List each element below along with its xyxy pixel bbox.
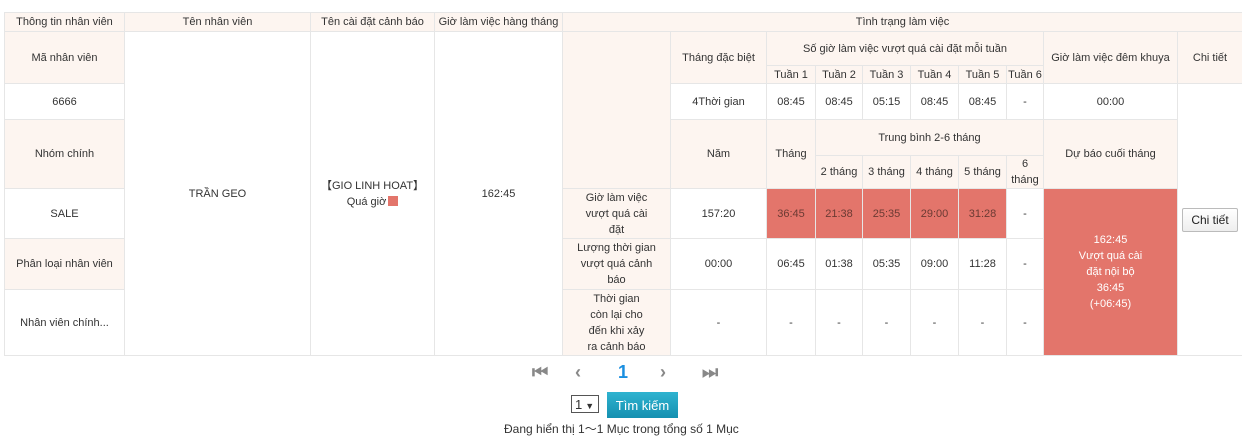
avg-value: - (1006, 188, 1044, 239)
alert-type: Quá giờ (346, 195, 387, 208)
page-select[interactable]: 1 ▼ (571, 395, 599, 413)
week-value: 08:45 (766, 83, 816, 120)
header-week: Tuần 6 (1006, 65, 1044, 84)
forecast-cell: 162:45 Vượt quá cài đặt nội bộ 36:45 (+0… (1043, 188, 1178, 356)
header-year: Năm (670, 119, 767, 189)
current-page[interactable]: 1 (618, 362, 629, 382)
header-info: Thông tin nhân viên (4, 12, 125, 32)
alert-setting: 【GIO LINH HOAT】 Quá giờ (310, 31, 435, 356)
label-employee-id: Mã nhân viên (4, 31, 125, 84)
avg-value: 25:35 (862, 188, 911, 239)
page-select-value: 1 (575, 397, 583, 412)
employee-name: TRẦN GEO (124, 31, 311, 356)
detail-button[interactable]: Chi tiết (1182, 207, 1238, 232)
employee-group: SALE (4, 188, 125, 239)
chevron-down-icon: ▼ (585, 401, 595, 411)
header-week: Tuần 4 (910, 65, 959, 84)
avg-value: - (1006, 238, 1044, 290)
week-value: 08:45 (910, 83, 959, 120)
header-week: Tuần 1 (766, 65, 816, 84)
header-months: 2 tháng (815, 155, 863, 189)
month-value: - (766, 289, 816, 356)
header-months: 5 tháng (958, 155, 1007, 189)
avg-value: 01:38 (815, 238, 863, 290)
last-page-icon[interactable]: ⏭ (702, 362, 719, 382)
forecast-line: đặt nội bộ (1086, 266, 1135, 278)
header-months: 3 tháng (862, 155, 911, 189)
prev-page-icon[interactable]: ‹ (575, 362, 581, 382)
forecast-line: 162:45 (1093, 234, 1128, 246)
night-value: 00:00 (1043, 83, 1178, 120)
header-monthly-hours: Giờ làm việc hàng tháng (434, 12, 563, 32)
month-value: 36:45 (766, 188, 816, 239)
avg-value: 11:28 (958, 238, 1007, 290)
row-label: Giờ làm việc vượt quá cài đặt (562, 188, 671, 239)
employee-id: 6666 (4, 83, 125, 120)
blank-header (562, 31, 671, 189)
year-value: - (670, 289, 767, 356)
header-week: Tuần 5 (958, 65, 1007, 84)
avg-value: 09:00 (910, 238, 959, 290)
employee-class: Nhân viên chính... (4, 289, 125, 356)
avg-value: - (815, 289, 863, 356)
avg-value: 29:00 (910, 188, 959, 239)
year-value: 00:00 (670, 238, 767, 290)
header-status: Tình trạng làm việc (561, 12, 1242, 32)
header-avg: Trung bình 2-6 tháng (815, 119, 1044, 156)
avg-value: 21:38 (815, 188, 863, 239)
avg-value: - (1006, 289, 1044, 356)
header-name: Tên nhân viên (124, 12, 311, 32)
header-week: Tuần 3 (862, 65, 911, 84)
header-forecast: Dự báo cuối tháng (1043, 119, 1178, 189)
avg-value: - (958, 289, 1007, 356)
header-night: Giờ làm việc đêm khuya (1043, 31, 1178, 84)
header-months: 4 tháng (910, 155, 959, 189)
week-value: - (1006, 83, 1044, 120)
header-week: Tuần 2 (815, 65, 863, 84)
avg-value: 31:28 (958, 188, 1007, 239)
search-button[interactable]: Tìm kiếm (607, 392, 678, 418)
special-month-value: 4Thời gian (670, 83, 767, 120)
detail-cell: Chi tiết (1176, 83, 1242, 356)
result-summary: Đang hiển thị 1〜1 Mục trong tổng số 1 Mụ… (504, 422, 739, 436)
work-status-table: Thông tin nhân viên Tên nhân viên Tên cà… (4, 12, 1242, 356)
header-months: 6 tháng (1006, 155, 1044, 189)
month-value: 06:45 (766, 238, 816, 290)
week-value: 05:15 (862, 83, 911, 120)
avg-value: 05:35 (862, 238, 911, 290)
first-page-icon[interactable]: ⏮ (532, 362, 549, 382)
forecast-line: Vượt quá cài (1078, 250, 1143, 262)
week-value: 08:45 (958, 83, 1007, 120)
row-label: Thời gian còn lại cho đến khi xảy ra cản… (562, 289, 671, 356)
label-class: Phân loại nhân viên (4, 238, 125, 290)
header-month: Tháng (766, 119, 816, 189)
week-value: 08:45 (815, 83, 863, 120)
header-weekly-over: Số giờ làm việc vượt quá cài đặt mỗi tuầ… (766, 31, 1044, 66)
avg-value: - (862, 289, 911, 356)
year-value: 157:20 (670, 188, 767, 239)
header-detail: Chi tiết (1176, 31, 1242, 84)
row-label: Lượng thời gian vượt quá cảnh báo (562, 238, 671, 290)
header-special-month: Tháng đặc biệt (670, 31, 767, 84)
alert-name: 【GIO LINH HOAT】 (320, 179, 425, 192)
header-alert-setting: Tên cài đặt cảnh báo (310, 12, 435, 32)
avg-value: - (910, 289, 959, 356)
next-page-icon[interactable]: › (660, 362, 666, 382)
label-group: Nhóm chính (4, 119, 125, 189)
forecast-line: (+06:45) (1089, 298, 1132, 310)
pagination: ⏮ ‹ 1 › ⏭ (520, 362, 720, 386)
forecast-line: 36:45 (1096, 282, 1125, 294)
alert-color-swatch (388, 195, 399, 206)
monthly-hours: 162:45 (434, 31, 563, 356)
